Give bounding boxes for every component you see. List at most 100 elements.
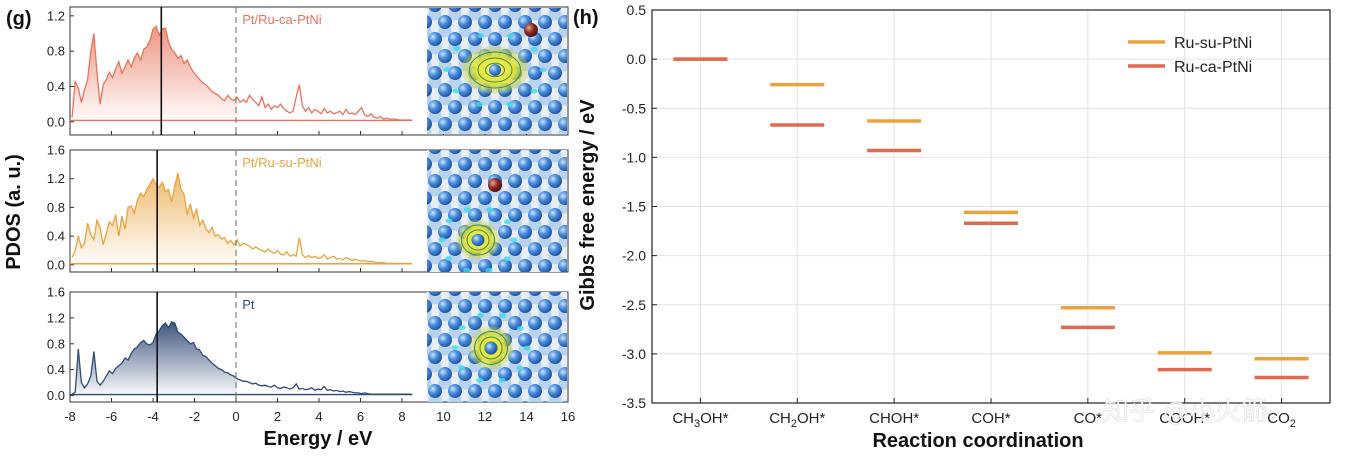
atom-back xyxy=(589,326,602,339)
tick-label-subscript: 2 xyxy=(791,418,797,430)
atom xyxy=(538,299,552,313)
charge-depletion-blob xyxy=(539,67,547,73)
panel-label-g: (g) xyxy=(6,8,32,30)
charge-depletion-blob xyxy=(453,46,460,51)
atom xyxy=(427,259,432,272)
atom xyxy=(561,401,567,402)
atom xyxy=(558,157,567,171)
pdos-y-tick-label: 0.4 xyxy=(47,79,65,94)
atom xyxy=(468,8,482,12)
atom xyxy=(538,225,552,239)
atom xyxy=(558,259,567,272)
gibbs-y-tick-label: -2.5 xyxy=(622,297,646,313)
atom xyxy=(548,316,562,330)
atom xyxy=(528,150,542,154)
atom xyxy=(428,384,442,398)
atom-back xyxy=(439,275,452,288)
atom xyxy=(458,83,472,97)
atom-back xyxy=(409,42,422,55)
gibbs-y-axis-label: Gibbs free energy / eV xyxy=(577,99,599,311)
atom xyxy=(468,384,482,398)
atom-back xyxy=(569,326,582,339)
charge-depletion-blob xyxy=(486,207,494,213)
atom xyxy=(528,292,542,296)
atom xyxy=(508,174,522,188)
atom xyxy=(438,225,452,239)
atom-back xyxy=(439,133,452,146)
atom xyxy=(458,15,472,29)
tick-label-part: CHOH* xyxy=(869,410,919,427)
atom xyxy=(441,401,449,402)
atom-back xyxy=(479,275,492,288)
atom xyxy=(428,276,442,290)
atom xyxy=(578,49,592,63)
atom xyxy=(548,350,562,364)
atom xyxy=(558,49,567,63)
pdos-curve xyxy=(71,172,412,265)
atom xyxy=(498,259,512,272)
atom xyxy=(528,242,542,256)
atom xyxy=(438,49,452,63)
atom xyxy=(558,15,567,29)
atom xyxy=(548,276,562,290)
atom-back xyxy=(599,235,612,248)
atom-back xyxy=(579,0,592,4)
pdos-y-tick-label: 0.8 xyxy=(47,336,65,351)
gibbs-x-tick-label: CO2 xyxy=(1267,410,1296,430)
pdos-x-tick-label: 12 xyxy=(478,409,492,424)
charge-contour xyxy=(477,57,513,83)
gibbs-x-axis-label: Reaction coordination xyxy=(872,430,1083,452)
atom xyxy=(528,384,542,398)
atom xyxy=(488,8,502,12)
atom xyxy=(528,350,542,364)
atom xyxy=(438,157,452,171)
pdos-x-tick-label: -8 xyxy=(64,409,76,424)
atom-back xyxy=(599,93,612,106)
atom xyxy=(488,150,502,154)
atom-back xyxy=(569,360,582,373)
atom xyxy=(488,32,502,46)
atom xyxy=(448,384,462,398)
atom xyxy=(558,367,567,381)
atom-back xyxy=(599,411,612,424)
atom xyxy=(448,350,462,364)
atom xyxy=(448,174,462,188)
atom-back xyxy=(409,360,422,373)
atom xyxy=(448,8,462,12)
tick-label-part: COH* xyxy=(971,410,1010,427)
atom xyxy=(578,367,592,381)
gibbs-y-tick-label: -1.5 xyxy=(622,199,646,215)
atom-back xyxy=(579,377,592,390)
atom-back xyxy=(499,0,512,4)
atom-back xyxy=(539,0,552,4)
charge-depletion-blob xyxy=(516,365,524,371)
atom xyxy=(458,367,472,381)
gibbs-y-tick-label: -1.0 xyxy=(622,149,646,165)
charge-depletion-blob xyxy=(452,88,460,94)
charge-depletion-blob xyxy=(499,313,507,319)
atom-back xyxy=(409,150,422,163)
atom-back xyxy=(409,184,422,197)
tick-label-part: CO* xyxy=(1074,410,1103,427)
atom xyxy=(501,401,509,402)
atom-back xyxy=(589,42,602,55)
charge-depletion-blob xyxy=(476,313,484,318)
pdos-y-tick-label: 0.4 xyxy=(47,229,65,244)
atom-back xyxy=(409,292,422,305)
atom-back xyxy=(409,8,422,21)
atom xyxy=(538,367,552,381)
atom-back xyxy=(589,394,602,407)
atom xyxy=(448,134,462,148)
atom xyxy=(578,333,592,347)
atom-back xyxy=(519,275,532,288)
atom xyxy=(427,49,432,63)
gibbs-y-tick-label: 0.5 xyxy=(627,2,647,18)
atom xyxy=(448,292,462,296)
atom xyxy=(427,367,432,381)
charge-depletion-blob xyxy=(530,46,538,52)
pdos-y-tick-label: 0.8 xyxy=(47,200,65,215)
atom-back xyxy=(579,343,592,356)
pdos-x-tick-label: 4 xyxy=(315,409,322,424)
pdos-subplot-pt: 0.0 0.4 0.8 1.2 1.6 Pt xyxy=(47,285,569,403)
charge-depletion-blob xyxy=(451,345,459,351)
